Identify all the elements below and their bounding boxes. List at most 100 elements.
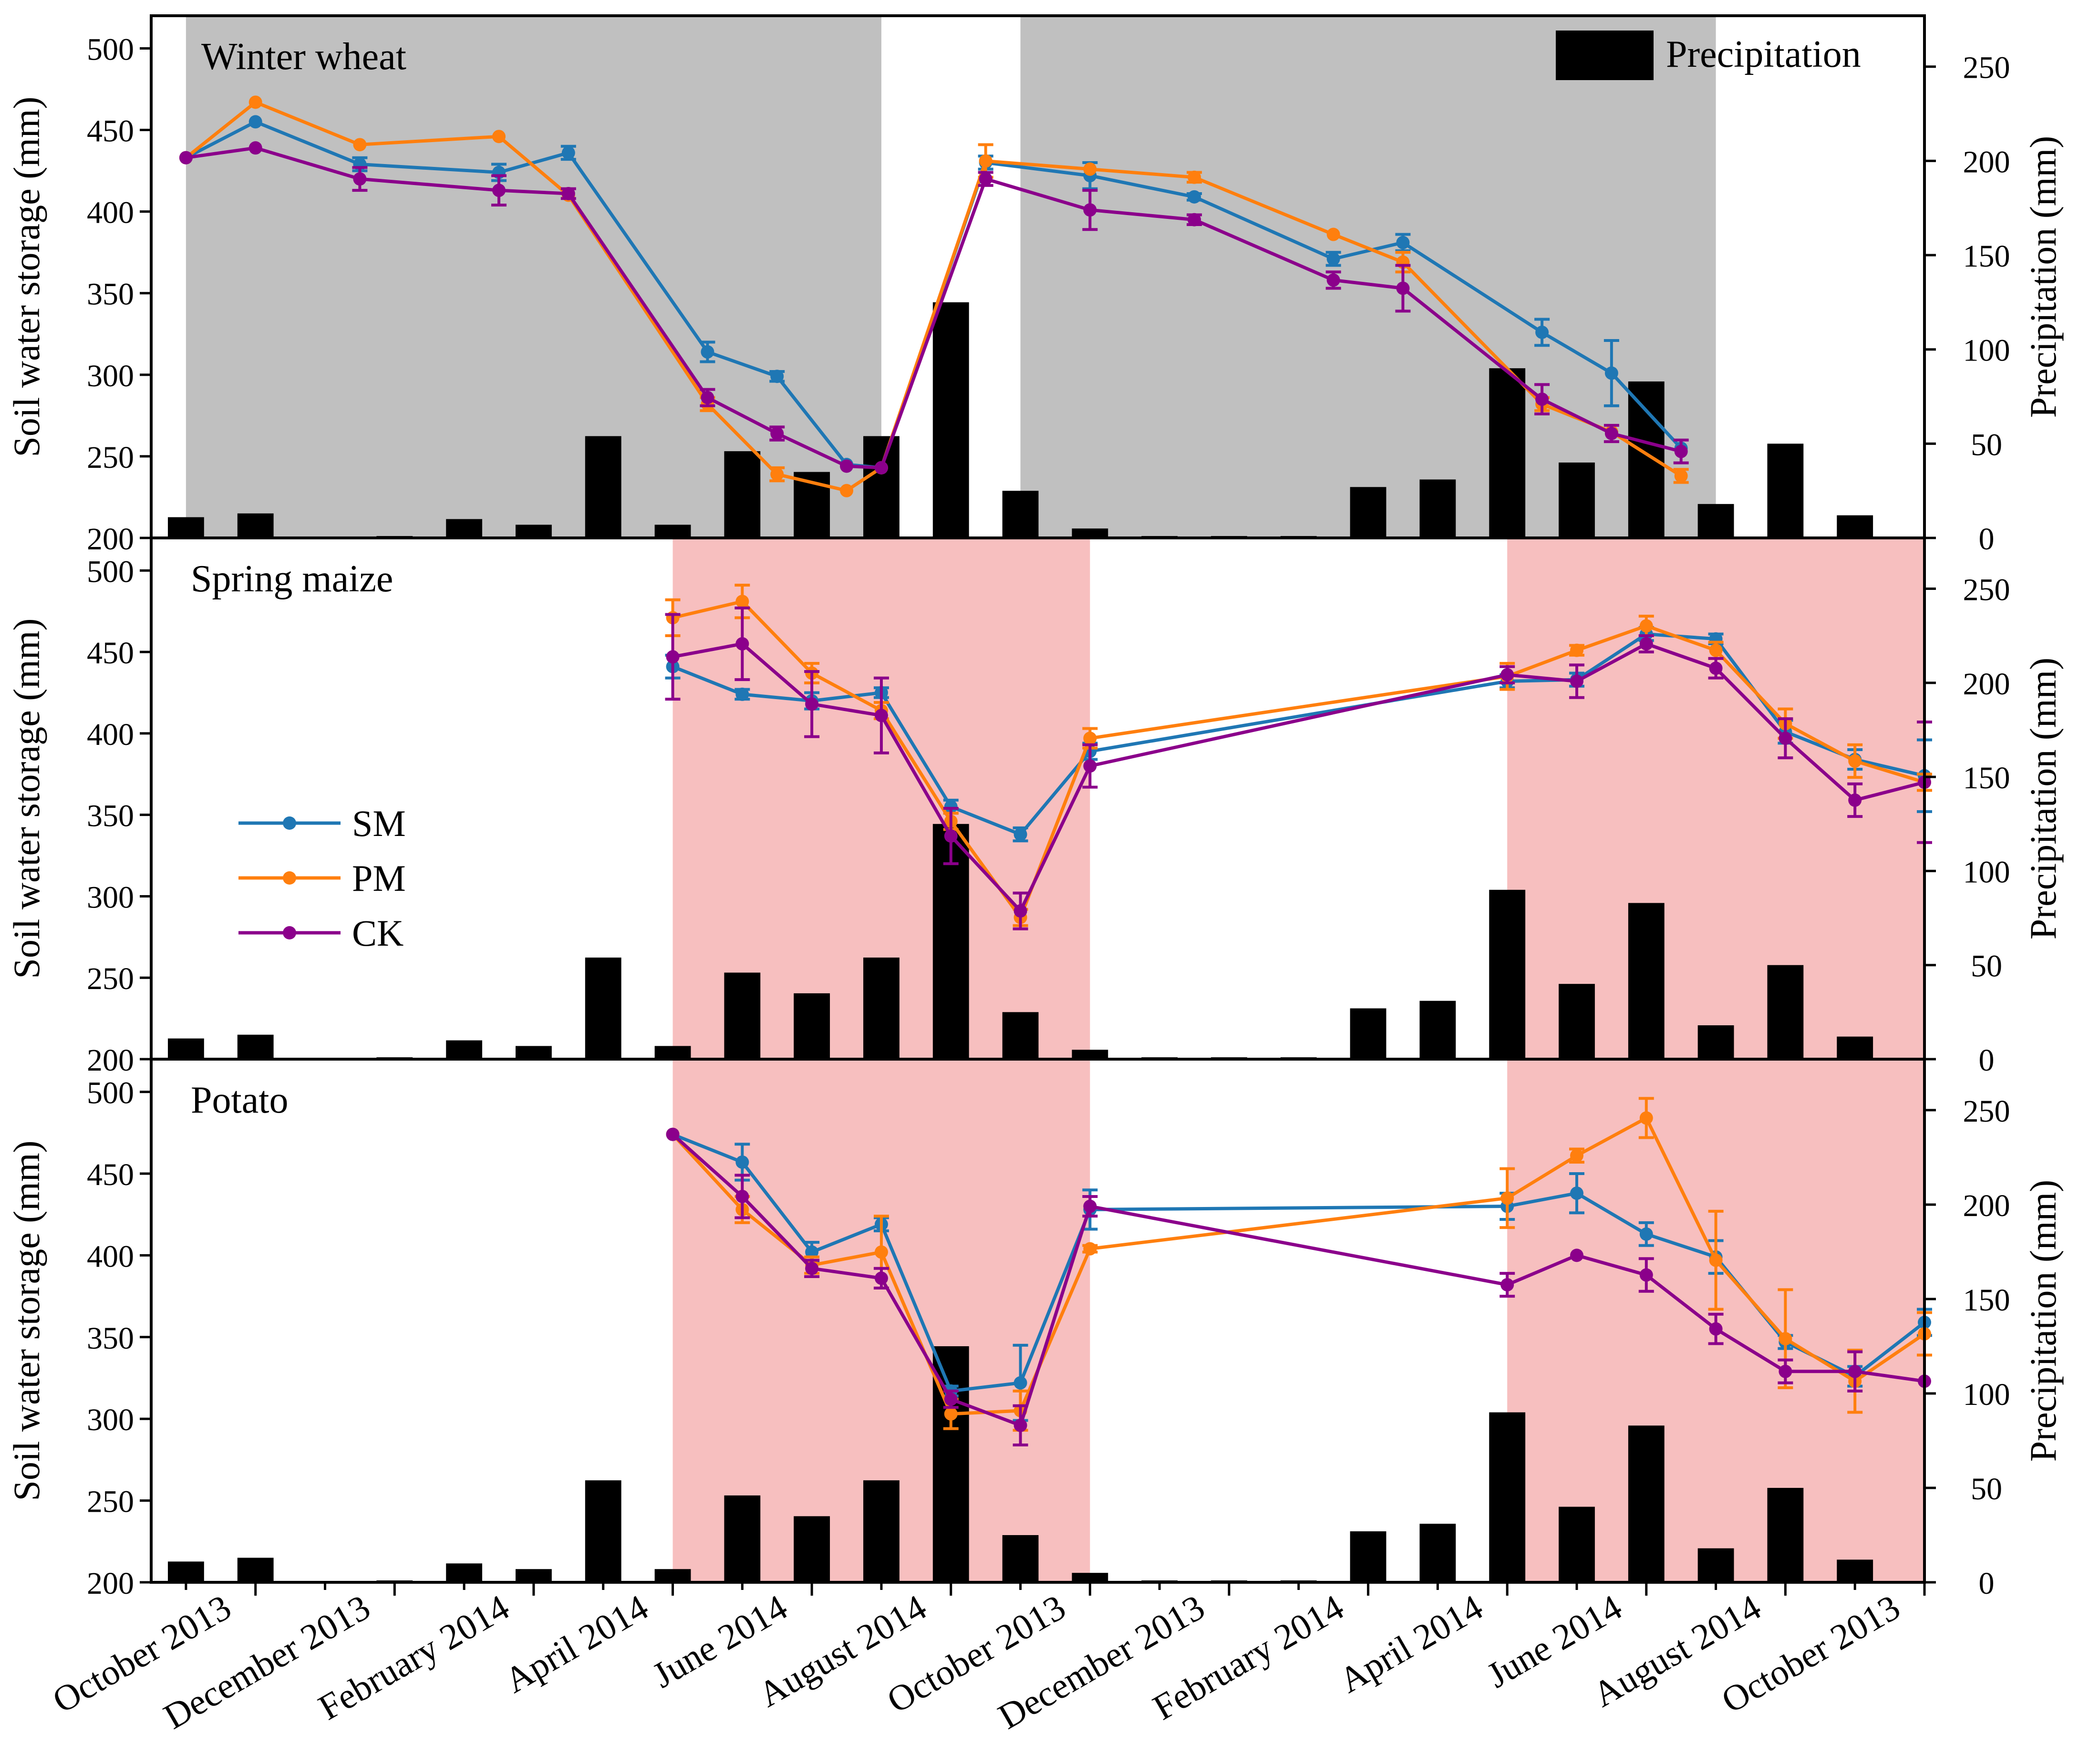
growing-season-shade — [186, 16, 881, 538]
data-point-pm — [1188, 170, 1201, 184]
precipitation-bar — [724, 451, 761, 538]
precipitation-bar — [1837, 515, 1873, 538]
precipitation-bar — [1419, 479, 1456, 538]
precipitation-bar — [1767, 965, 1804, 1059]
panel-winter-wheat: 200 250 300 350 400 450 500 0 50 100 150 200 250 Wint… — [6, 14, 2064, 557]
y2-tick-label: 100 — [1963, 1377, 2010, 1412]
precipitation-bar — [1628, 903, 1665, 1059]
y-tick-label: 200 — [87, 1566, 134, 1601]
data-point-ck — [1396, 281, 1410, 295]
precipitation-bar — [1559, 462, 1595, 538]
precipitation-legend-label: Precipitation — [1666, 33, 1861, 75]
data-point-ck — [353, 172, 367, 186]
data-point-pm — [1848, 754, 1862, 768]
data-point-ck — [944, 1393, 958, 1406]
y2-tick-label: 200 — [1963, 667, 2010, 701]
y-tick-label: 200 — [87, 1043, 134, 1078]
precipitation-bar — [1489, 1412, 1526, 1582]
precipitation-bar — [1072, 528, 1108, 538]
data-point-ck — [1779, 1364, 1792, 1378]
data-point-ck — [1326, 273, 1340, 287]
y-tick-label: 300 — [87, 880, 134, 915]
series-line-ck — [672, 642, 1925, 914]
series-line-ck — [672, 1133, 1925, 1428]
panel-spring-maize: 200 250 300 350 400 450 500 0 50 100 150 200 250 Spri… — [6, 536, 2064, 1078]
panel-title: Spring maize — [191, 558, 393, 600]
data-point-sm — [1326, 252, 1340, 266]
data-point-ck — [1639, 637, 1653, 651]
y2-tick-label: 150 — [1963, 239, 2010, 274]
data-point-pm — [1500, 1191, 1514, 1205]
data-point-ck — [1188, 213, 1201, 227]
precipitation-bar — [1002, 1535, 1039, 1582]
precipitation-bar — [1002, 1012, 1039, 1059]
legend-marker-ck — [283, 926, 296, 939]
data-point-ck — [944, 829, 958, 843]
y-tick-label: 450 — [87, 114, 134, 149]
data-point-pm — [1639, 619, 1653, 633]
y2-tick-label: 50 — [1971, 1472, 2002, 1506]
data-point-ck — [1674, 444, 1688, 458]
data-point-sm — [770, 370, 784, 383]
precipitation-bar — [1559, 984, 1595, 1059]
precipitation-bar — [794, 1516, 830, 1582]
precipitation-bar — [446, 1040, 483, 1059]
data-point-ck — [874, 461, 888, 475]
precipitation-bar — [1350, 487, 1386, 538]
precipitation-bar — [794, 993, 830, 1059]
y2-tick-label: 50 — [1971, 949, 2002, 984]
y-axis-label: Soil water storage (mm) — [6, 619, 47, 979]
precipitation-bar — [585, 957, 621, 1059]
data-point-ck — [874, 709, 888, 722]
y2-tick-label: 150 — [1963, 1283, 2010, 1318]
precipitation-bar — [585, 1480, 621, 1582]
legend-label-sm: SM — [352, 803, 406, 844]
precipitation-bar — [654, 1046, 691, 1059]
data-point-pm — [1570, 643, 1583, 657]
precipitation-bar — [1489, 368, 1526, 538]
data-point-ck — [1570, 1248, 1583, 1262]
y-tick-label: 250 — [87, 961, 134, 996]
precipitation-bar — [1837, 1559, 1873, 1582]
precipitation-legend: Precipitation — [1556, 31, 1861, 80]
data-point-ck — [1604, 427, 1618, 440]
data-point-sm — [1535, 325, 1549, 339]
data-point-ck — [701, 391, 714, 404]
y-tick-label: 450 — [87, 636, 134, 671]
data-point-ck — [1709, 661, 1723, 675]
data-point-sm — [1639, 1227, 1653, 1241]
data-point-ck — [1848, 1364, 1862, 1378]
precipitation-bar — [167, 1561, 204, 1582]
data-point-sm — [701, 345, 714, 359]
y2-tick-label: 250 — [1963, 573, 2010, 608]
data-point-pm — [1639, 1111, 1653, 1125]
precipitation-bar — [516, 525, 552, 538]
x-tick-label: April 2014 — [498, 1587, 655, 1701]
y2-tick-label: 200 — [1963, 144, 2010, 179]
y-tick-label: 400 — [87, 1239, 134, 1274]
precipitation-bar — [724, 972, 761, 1059]
series-ck — [179, 141, 1689, 475]
data-point-pm — [1779, 1332, 1792, 1346]
precipitation-bar — [1697, 504, 1734, 538]
precipitation-bar — [1559, 1506, 1595, 1582]
precipitation-bar — [1837, 1036, 1873, 1059]
legend-marker-sm — [283, 816, 296, 830]
data-point-sm — [1570, 1186, 1583, 1200]
data-point-pm — [944, 1407, 958, 1421]
y2-tick-label: 100 — [1963, 855, 2010, 889]
data-point-ck — [1709, 1322, 1723, 1336]
data-point-ck — [979, 172, 993, 186]
precipitation-bar — [863, 957, 900, 1059]
y-tick-label: 450 — [87, 1157, 134, 1192]
panel-title: Winter wheat — [201, 36, 406, 78]
data-point-sm — [1014, 1376, 1027, 1390]
legend-label-ck: CK — [352, 912, 403, 954]
data-point-pm — [1674, 469, 1688, 483]
data-point-sm — [1396, 236, 1410, 249]
y-tick-label: 500 — [87, 32, 134, 67]
data-point-ck — [561, 186, 575, 200]
data-point-ck — [1083, 759, 1097, 773]
precipitation-bar — [1767, 444, 1804, 538]
data-point-sm — [805, 1245, 819, 1259]
